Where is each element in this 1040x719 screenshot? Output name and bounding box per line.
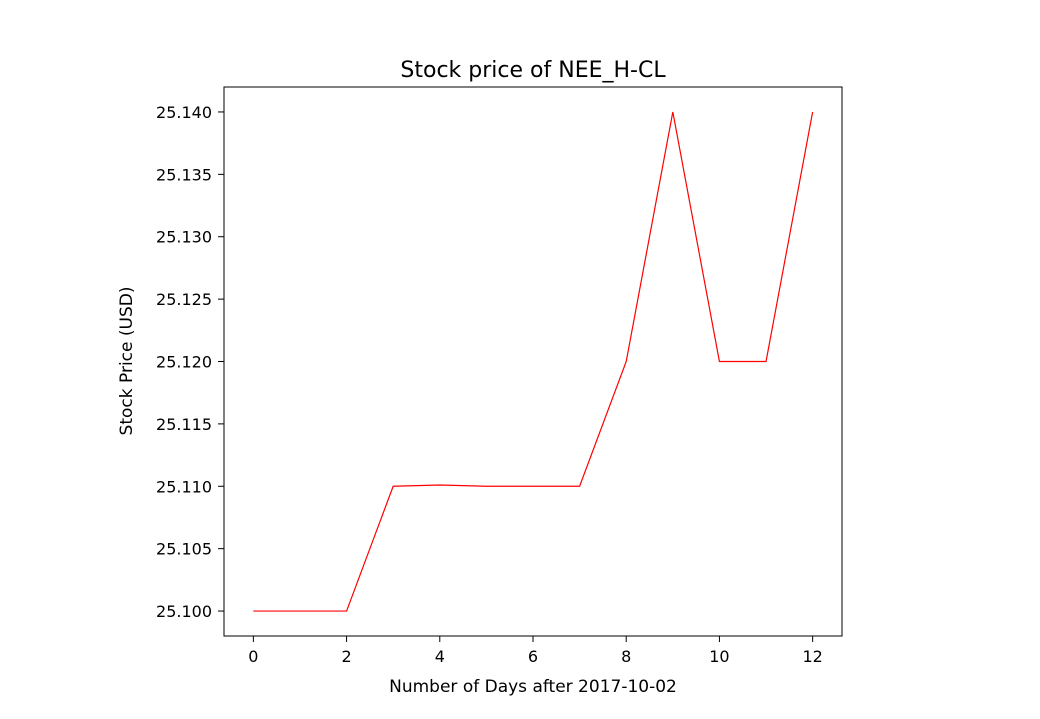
x-axis-ticks: 0 2 4 6 8 10 12 [248, 636, 823, 666]
series-layer [253, 111, 814, 612]
x-axis-label: Number of Days after 2017-10-02 [389, 677, 677, 697]
y-tick-label: 25.130 [156, 228, 212, 247]
x-tick-label: 12 [802, 647, 822, 666]
y-axis-label: Stock Price (USD) [117, 287, 137, 436]
x-tick-label: 6 [528, 647, 538, 666]
price-series-line [253, 111, 814, 612]
y-tick-label: 25.120 [156, 353, 212, 372]
chart-title: Stock price of NEE_H-CL [400, 58, 666, 83]
y-tick-label: 25.100 [156, 602, 212, 621]
y-tick-label: 25.110 [156, 477, 212, 496]
x-tick-label: 0 [248, 647, 258, 666]
x-tick-label: 10 [709, 647, 729, 666]
y-tick-label: 25.125 [156, 290, 212, 309]
x-tick-label: 8 [621, 647, 631, 666]
y-tick-label: 25.135 [156, 165, 212, 184]
y-axis-ticks: 25.100 25.105 25.110 25.115 25.120 25.125 25.1… [156, 103, 224, 621]
y-tick-label: 25.115 [156, 415, 212, 434]
x-tick-label: 4 [435, 647, 445, 666]
y-tick-label: 25.140 [156, 103, 212, 122]
y-tick-label: 25.105 [156, 540, 212, 559]
x-tick-label: 2 [341, 647, 351, 666]
